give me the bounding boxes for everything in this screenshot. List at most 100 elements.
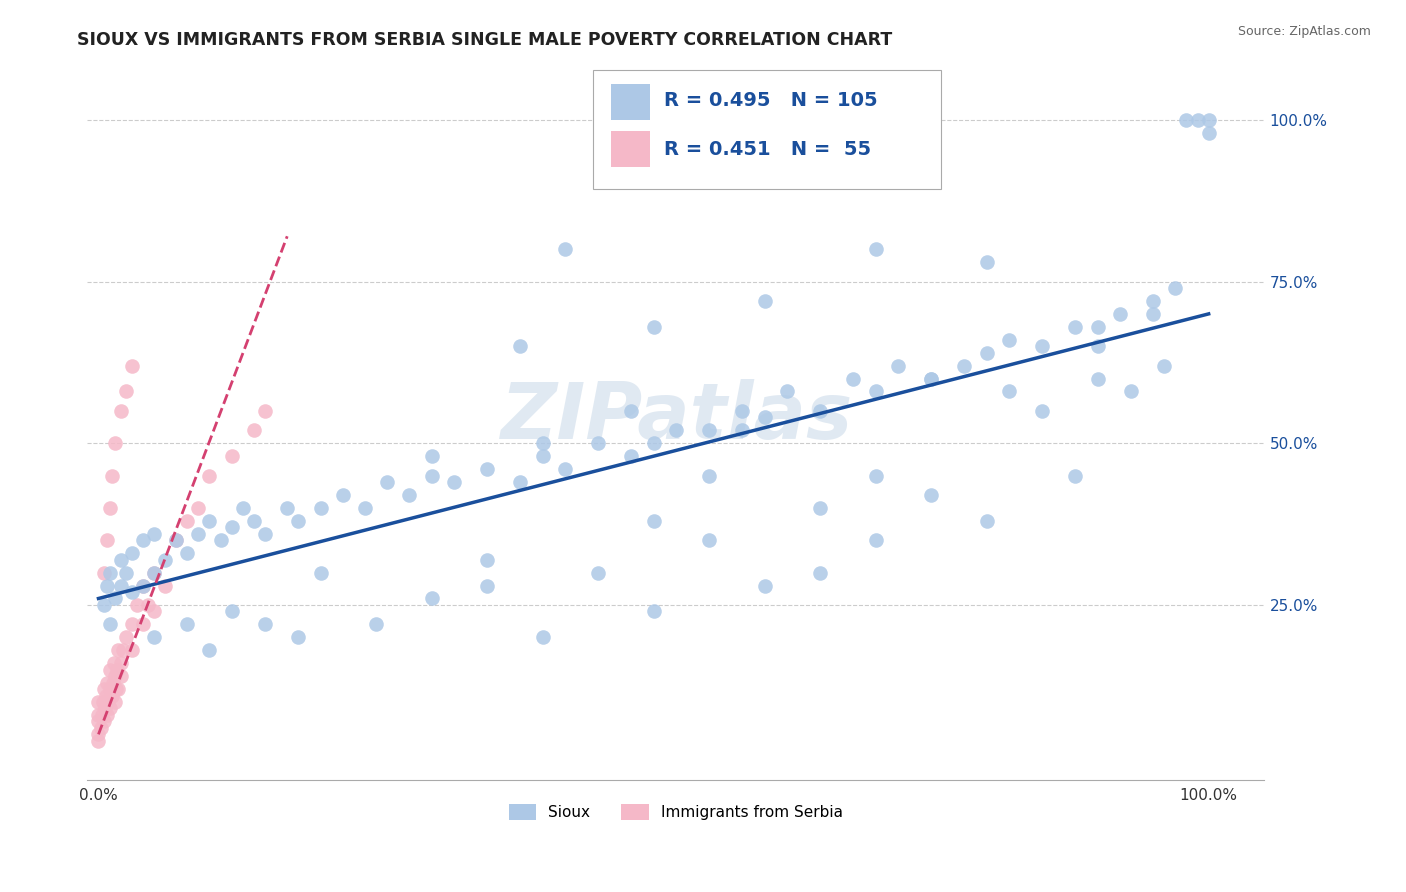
Point: [98, 617, 121, 632]
Point: [96, 675, 118, 690]
Point: [475, 552, 498, 566]
Point: [1198, 112, 1220, 127]
Point: [90, 707, 112, 722]
Point: [475, 578, 498, 592]
Point: [531, 630, 554, 644]
Point: [105, 663, 128, 677]
Point: [364, 617, 387, 632]
Point: [475, 462, 498, 476]
Point: [354, 500, 377, 515]
Point: [332, 488, 354, 502]
Point: [554, 462, 576, 476]
Point: [1031, 339, 1053, 353]
Point: [554, 242, 576, 256]
FancyBboxPatch shape: [593, 70, 941, 189]
Point: [165, 533, 187, 548]
Point: [110, 552, 132, 566]
Point: [98, 701, 121, 715]
Point: [865, 468, 887, 483]
Point: [1064, 319, 1087, 334]
Point: [398, 488, 420, 502]
Point: [93, 566, 115, 580]
Point: [221, 604, 243, 618]
Point: [842, 371, 865, 385]
Point: [1142, 307, 1164, 321]
Point: [697, 533, 720, 548]
Point: [187, 500, 209, 515]
Point: [104, 695, 127, 709]
Point: [115, 630, 138, 644]
Point: [121, 643, 143, 657]
Point: [443, 475, 465, 489]
Point: [98, 500, 121, 515]
Point: [375, 475, 398, 489]
Point: [1164, 281, 1187, 295]
Point: [420, 449, 443, 463]
Point: [132, 578, 155, 592]
Point: [101, 689, 124, 703]
Point: [93, 714, 115, 729]
Point: [643, 319, 665, 334]
Point: [697, 468, 720, 483]
Point: [138, 598, 160, 612]
Point: [221, 520, 243, 534]
Point: [115, 384, 138, 399]
Point: [121, 546, 143, 560]
Point: [754, 410, 776, 425]
Point: [111, 643, 134, 657]
Point: [143, 566, 166, 580]
Point: [731, 404, 754, 418]
Text: SIOUX VS IMMIGRANTS FROM SERBIA SINGLE MALE POVERTY CORRELATION CHART: SIOUX VS IMMIGRANTS FROM SERBIA SINGLE M…: [77, 31, 893, 49]
Point: [920, 371, 942, 385]
Point: [253, 404, 276, 418]
Point: [90, 721, 112, 735]
Point: [165, 533, 187, 548]
Point: [1087, 339, 1109, 353]
Point: [87, 733, 110, 747]
Point: [1087, 371, 1109, 385]
Point: [420, 468, 443, 483]
Point: [620, 449, 643, 463]
Point: [93, 598, 115, 612]
Point: [96, 578, 118, 592]
Point: [808, 404, 831, 418]
Point: [232, 500, 254, 515]
Point: [976, 514, 998, 528]
Point: [953, 359, 976, 373]
Text: R = 0.451   N =  55: R = 0.451 N = 55: [664, 140, 872, 159]
Point: [754, 293, 776, 308]
Point: [176, 514, 198, 528]
Point: [920, 371, 942, 385]
Point: [121, 585, 143, 599]
Point: [115, 566, 138, 580]
Point: [132, 533, 155, 548]
Point: [143, 566, 166, 580]
Point: [643, 514, 665, 528]
Point: [865, 242, 887, 256]
Point: [287, 630, 309, 644]
Point: [920, 488, 942, 502]
Point: [1153, 359, 1175, 373]
Point: [93, 681, 115, 696]
Point: [586, 566, 609, 580]
Point: [87, 707, 110, 722]
Point: [1175, 112, 1198, 127]
Point: [1187, 112, 1209, 127]
Point: [96, 689, 118, 703]
Point: [731, 423, 754, 437]
Point: [94, 701, 117, 715]
Point: [121, 617, 143, 632]
Text: Source: ZipAtlas.com: Source: ZipAtlas.com: [1237, 25, 1371, 38]
Point: [976, 255, 998, 269]
Point: [620, 404, 643, 418]
Point: [127, 598, 149, 612]
Point: [98, 663, 121, 677]
Point: [104, 436, 127, 450]
Point: [1142, 293, 1164, 308]
Point: [153, 552, 176, 566]
Point: [697, 423, 720, 437]
Point: [1198, 126, 1220, 140]
Point: [586, 436, 609, 450]
Point: [309, 500, 332, 515]
Point: [1119, 384, 1142, 399]
